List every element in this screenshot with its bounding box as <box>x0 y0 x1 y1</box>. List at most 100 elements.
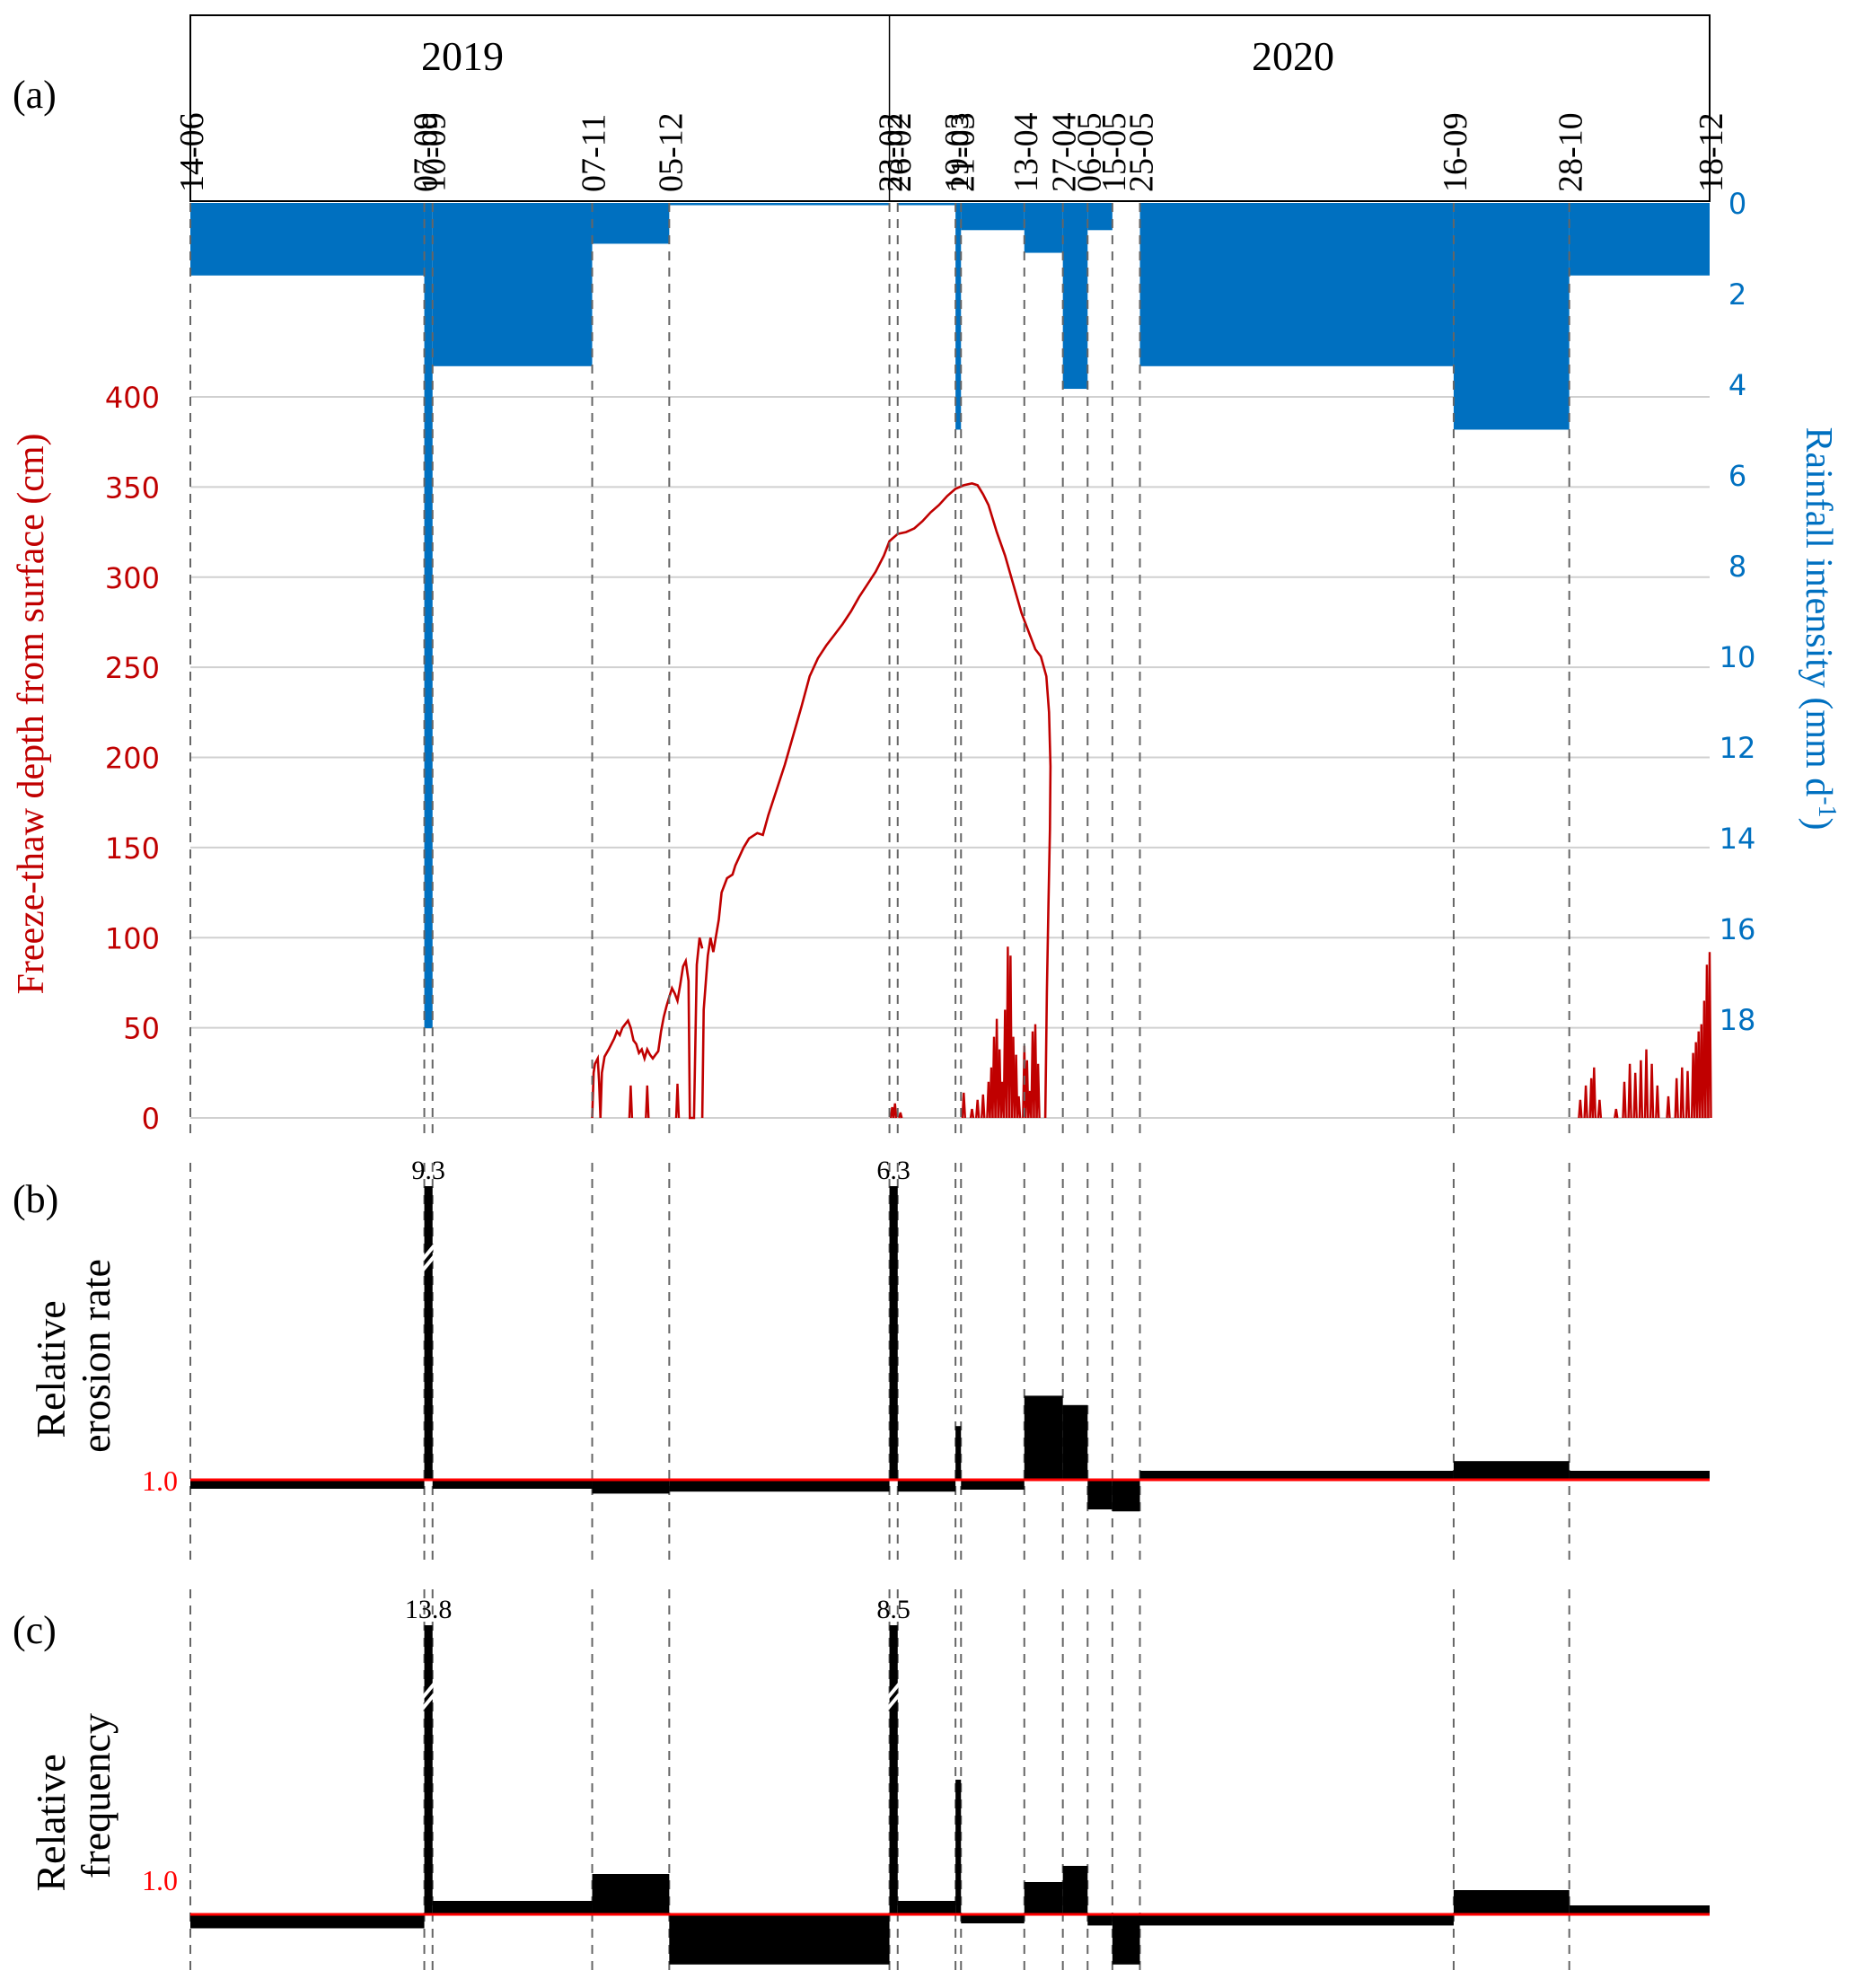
freeze-thaw-spike <box>1684 1070 1691 1119</box>
rainfall-axis-label-close: ) <box>1798 818 1839 831</box>
bar <box>1062 1404 1088 1480</box>
bar <box>1453 1890 1570 1914</box>
period-boundary-lines <box>189 203 1570 1975</box>
freeze-thaw-spike <box>628 1085 634 1119</box>
header-box <box>189 14 1711 202</box>
panel-label-c: (c) <box>13 1608 57 1652</box>
freeze-thaw-series <box>591 482 1712 1120</box>
rainfall-axis-label-main: Rainfall intensity (mm d <box>1798 427 1839 796</box>
freeze-thaw-axis-ticks: 0 50 100 150 200 250 300 350 400 <box>105 381 160 1136</box>
date-label: 15-05 <box>1095 112 1133 192</box>
frequency-ylabel-line2: frequency <box>73 1713 119 1878</box>
bar <box>897 1480 956 1492</box>
rainfall-bar <box>190 203 425 276</box>
bar-value-label: 13.8 <box>405 1595 453 1624</box>
freeze-thaw-spike <box>1707 952 1712 1119</box>
date-label: 26-02 <box>881 112 919 192</box>
freeze-thaw-spike <box>1674 1078 1679 1119</box>
axis-break-mark <box>421 1254 436 1272</box>
gridlines <box>190 396 1710 1119</box>
freeze-thaw-spike <box>1033 1024 1038 1119</box>
bar <box>955 1426 962 1480</box>
freeze-thaw-spike <box>1016 1095 1022 1119</box>
rainfall-tick-label: 8 <box>1728 550 1746 584</box>
freeze-thaw-spike <box>1627 1063 1632 1119</box>
rainfall-bar <box>1569 203 1710 276</box>
freeze-thaw-spike <box>674 1083 681 1119</box>
rainfall-bar <box>1062 203 1088 390</box>
rainfall-axis-label: Rainfall intensity (mm d-1) <box>1798 427 1841 830</box>
date-label: 10-09 <box>416 112 453 192</box>
freeze-thaw-spike <box>645 1085 650 1119</box>
bar <box>889 1186 898 1480</box>
bar <box>669 1480 890 1492</box>
freeze-thaw-tick-label: 350 <box>105 471 160 505</box>
bar-value-label: 6.3 <box>876 1156 910 1185</box>
rainfall-tick-label: 4 <box>1728 368 1746 402</box>
date-label: 23-02 <box>873 112 910 192</box>
bar <box>424 1625 433 1914</box>
date-label: 07-11 <box>576 114 613 192</box>
rainfall-tick-label: 14 <box>1720 822 1756 856</box>
bar <box>1139 1914 1454 1926</box>
freeze-thaw-spike <box>1679 1067 1684 1119</box>
date-label: 28-10 <box>1553 112 1590 192</box>
panel-label-a: (a) <box>13 73 57 117</box>
freeze-thaw-spike <box>975 1099 981 1119</box>
rainfall-bar <box>1453 203 1570 430</box>
freeze-thaw-spike <box>1007 955 1014 1119</box>
rainfall-bars <box>190 203 1710 1029</box>
rainfall-axis-ticks: 0 2 4 6 8 10 12 14 16 18 <box>1720 187 1756 1037</box>
freeze-thaw-axis-label: Freeze-thaw depth from surface (cm) <box>11 433 52 994</box>
bar <box>1062 1866 1088 1914</box>
bar <box>190 1914 425 1929</box>
bar <box>1112 1480 1140 1512</box>
bar <box>424 1186 433 1480</box>
bar-value-label: 8.5 <box>876 1595 910 1624</box>
bar <box>955 1780 962 1914</box>
freeze-thaw-spike <box>994 1018 999 1119</box>
rainfall-bar <box>432 203 593 366</box>
erosion-ylabel-line2: erosion rate <box>73 1259 119 1453</box>
date-label: 06-05 <box>1070 112 1108 192</box>
date-label: 16-09 <box>1437 112 1474 192</box>
axis-break-mark <box>886 1693 902 1711</box>
freeze-thaw-spike <box>1597 1099 1603 1119</box>
bar <box>1024 1395 1063 1480</box>
date-label: 13-04 <box>1007 112 1045 192</box>
freeze-thaw-tick-label: 100 <box>105 921 160 955</box>
panel-c: Relative frequency 1.0 13.8 8.5 <box>28 1595 1710 1965</box>
erosion-baseline-label: 1.0 <box>142 1465 178 1497</box>
rainfall-bar <box>1087 203 1113 231</box>
freeze-thaw-2019-curve <box>591 937 704 1120</box>
bar <box>961 1480 1025 1490</box>
rainfall-bar <box>961 203 1025 231</box>
freeze-thaw-spike <box>1632 1072 1638 1119</box>
freeze-thaw-spike <box>1591 1067 1597 1119</box>
rainfall-bar <box>1024 203 1063 253</box>
bar <box>592 1480 670 1494</box>
date-label: 14-06 <box>173 112 211 192</box>
freeze-thaw-spike <box>1666 1095 1671 1119</box>
freeze-thaw-spike <box>1013 1054 1019 1119</box>
axis-break-mark <box>421 1682 436 1700</box>
rainfall-bar <box>424 203 433 1029</box>
bar <box>432 1480 593 1489</box>
freeze-thaw-spike <box>1025 1060 1030 1119</box>
date-label: 05-12 <box>652 112 690 192</box>
bar <box>1569 1905 1710 1914</box>
panel-label-b: (b) <box>13 1177 58 1221</box>
bar <box>961 1914 1025 1923</box>
erosion-ylabel-line1: Relative <box>28 1300 74 1438</box>
rainfall-tick-label: 12 <box>1720 731 1756 765</box>
bar <box>669 1914 890 1965</box>
axis-break-mark <box>421 1244 436 1262</box>
freeze-thaw-spike <box>1643 1049 1649 1119</box>
freeze-thaw-tick-label: 0 <box>142 1102 160 1136</box>
freeze-thaw-spike <box>1583 1085 1588 1119</box>
bar <box>190 1480 425 1489</box>
rainfall-bar <box>592 203 670 244</box>
date-label: 18-12 <box>1693 112 1730 192</box>
